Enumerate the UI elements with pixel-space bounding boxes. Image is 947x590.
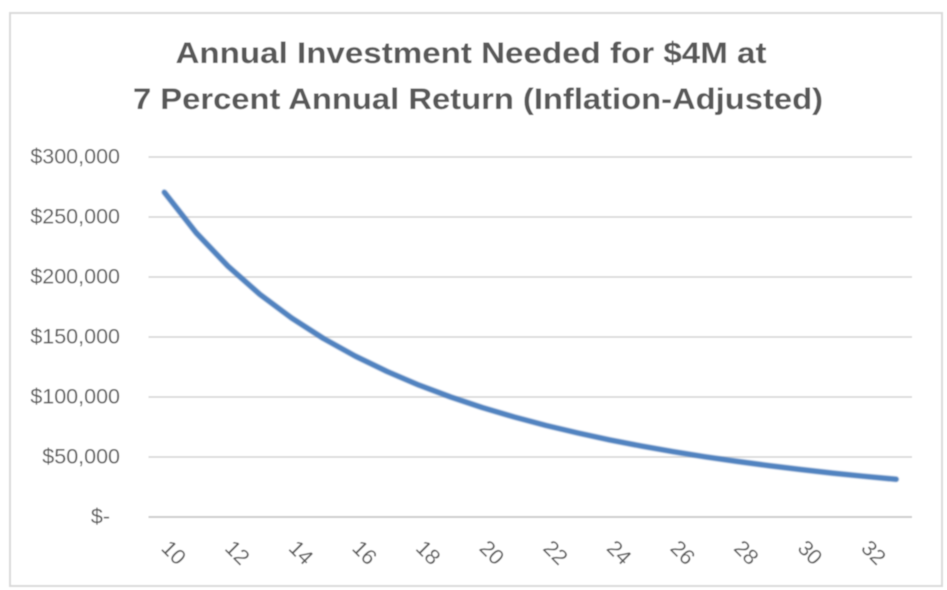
svg-text:$200,000: $200,000 [30, 265, 120, 289]
svg-text:7 Percent Annual Return (Infla: 7 Percent Annual Return (Inflation-Adjus… [133, 83, 823, 116]
svg-text:Annual Investment Needed for $: Annual Investment Needed for $4M at [176, 37, 767, 70]
svg-text:$250,000: $250,000 [30, 205, 120, 229]
svg-text:$-: $- [91, 505, 110, 529]
svg-text:$150,000: $150,000 [30, 325, 120, 349]
svg-text:$300,000: $300,000 [30, 145, 120, 169]
svg-text:$100,000: $100,000 [30, 385, 120, 409]
svg-text:$50,000: $50,000 [42, 445, 120, 469]
